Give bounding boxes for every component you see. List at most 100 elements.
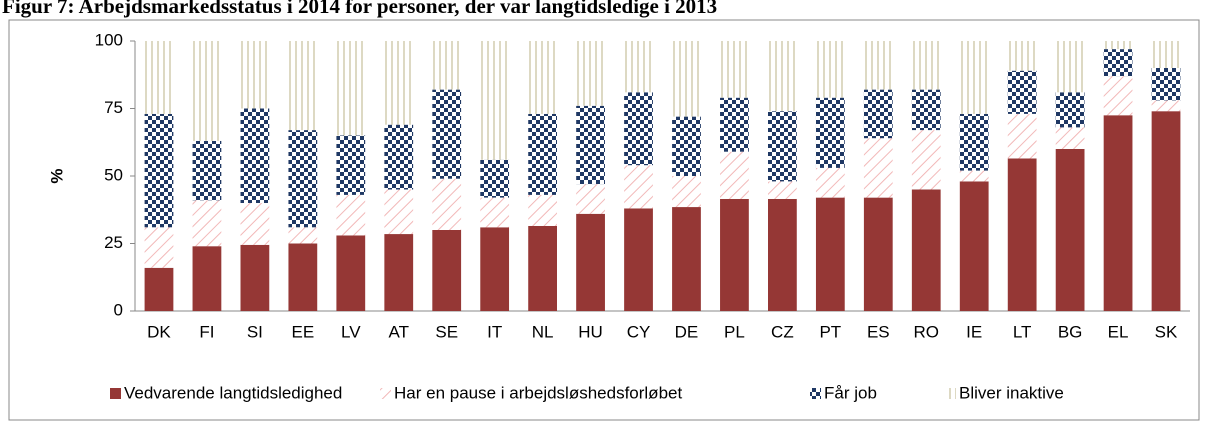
bar-segment [336, 41, 366, 136]
legend-swatch [110, 388, 121, 399]
bar-segment [959, 170, 989, 182]
bar-segment [240, 108, 270, 203]
bar-segment [624, 208, 653, 311]
bar-segment [768, 111, 797, 182]
bar-segment [720, 41, 749, 98]
x-tick-label: CZ [771, 322, 794, 341]
x-tick-label: EL [1108, 322, 1129, 341]
x-tick-label: CY [627, 322, 651, 341]
bar-segment [720, 151, 749, 199]
bar-segment [1103, 41, 1133, 50]
bar-segment [384, 41, 414, 125]
bar-segment [815, 167, 845, 198]
x-tick-label: IT [487, 322, 502, 341]
bar-segment [336, 235, 366, 311]
bar-segment [815, 97, 845, 168]
bar-segment [911, 89, 941, 131]
bar-segment [192, 140, 222, 201]
bar-segment [1151, 111, 1181, 311]
bar-segment [720, 198, 749, 311]
bar-segment [911, 189, 941, 311]
bar-segment [959, 113, 989, 171]
y-tick-label: 100 [95, 30, 123, 49]
bar-segment [384, 124, 414, 190]
x-tick-label: AT [389, 322, 409, 341]
bar-segment [528, 194, 557, 226]
bar-segment [1151, 68, 1181, 101]
x-tick-label: PT [819, 322, 841, 341]
bar-segment [480, 159, 510, 198]
bar-segment [480, 227, 510, 311]
bar-segment [432, 230, 462, 311]
bar-segment [1055, 41, 1085, 93]
bar-segment [672, 116, 701, 176]
bar-segment [624, 92, 653, 166]
legend-swatch [810, 388, 821, 399]
bar-segment [528, 225, 557, 311]
bar-segment [672, 176, 701, 208]
y-axis-label: % [47, 168, 66, 183]
bar-segment [144, 41, 174, 114]
bar-segment [144, 267, 174, 311]
y-tick-label: 0 [114, 300, 123, 319]
y-tick-label: 25 [104, 233, 123, 252]
bar-segment [288, 130, 318, 228]
bar-segment [192, 246, 222, 311]
x-tick-label: NL [532, 322, 554, 341]
bar-segment [863, 41, 893, 90]
x-tick-label: HU [578, 322, 603, 341]
bar-segment [528, 113, 557, 195]
x-tick-label: EE [291, 322, 314, 341]
bar-segment [336, 194, 366, 236]
x-tick-label: SK [1155, 322, 1178, 341]
legend-swatch [945, 388, 956, 399]
x-tick-label: LV [341, 322, 361, 341]
bar-segment [1103, 49, 1133, 77]
bar-segment [720, 97, 749, 152]
bar-segment [624, 165, 653, 209]
bar-segment [1151, 100, 1181, 112]
bar-segment [144, 227, 174, 268]
x-tick-label: SI [247, 322, 263, 341]
bar-segment [240, 244, 270, 311]
x-tick-label: SE [435, 322, 458, 341]
bar-segment [1007, 158, 1037, 311]
bar-segment [480, 197, 510, 228]
legend-swatch [380, 388, 391, 399]
bar-segment [288, 41, 318, 131]
bar-segment [288, 243, 318, 311]
bar-segment [432, 41, 462, 90]
bar-segment [911, 41, 941, 90]
bar-segment [432, 178, 462, 230]
bar-segment [959, 41, 989, 114]
y-tick-label: 50 [104, 165, 123, 184]
bar-segment [480, 41, 510, 160]
x-tick-label: RO [914, 322, 940, 341]
bar-segment [672, 207, 701, 311]
x-tick-label: LT [1013, 322, 1032, 341]
bar-segment [384, 189, 414, 235]
x-tick-label: DE [675, 322, 699, 341]
x-tick-label: BG [1058, 322, 1083, 341]
legend-label: Får job [824, 383, 877, 402]
legend-label: Har en pause i arbejdsløshedsforløbet [394, 383, 682, 402]
bar-segment [815, 197, 845, 311]
bar-segment [384, 234, 414, 311]
x-tick-label: FI [199, 322, 214, 341]
chart-frame [8, 19, 1200, 421]
bar-segment [144, 113, 174, 228]
bar-segment [815, 41, 845, 98]
bar-segment [863, 197, 893, 311]
x-tick-label: DK [147, 322, 171, 341]
bar-segment [576, 105, 605, 185]
bar-segment [336, 135, 366, 195]
bar-segment [192, 41, 222, 141]
bar-segment [768, 198, 797, 311]
bar-segment [959, 181, 989, 311]
bar-segment [768, 41, 797, 112]
bar-segment [240, 203, 270, 245]
bar-segment [1007, 113, 1037, 159]
x-tick-label: ES [867, 322, 890, 341]
bar-segment [432, 89, 462, 179]
